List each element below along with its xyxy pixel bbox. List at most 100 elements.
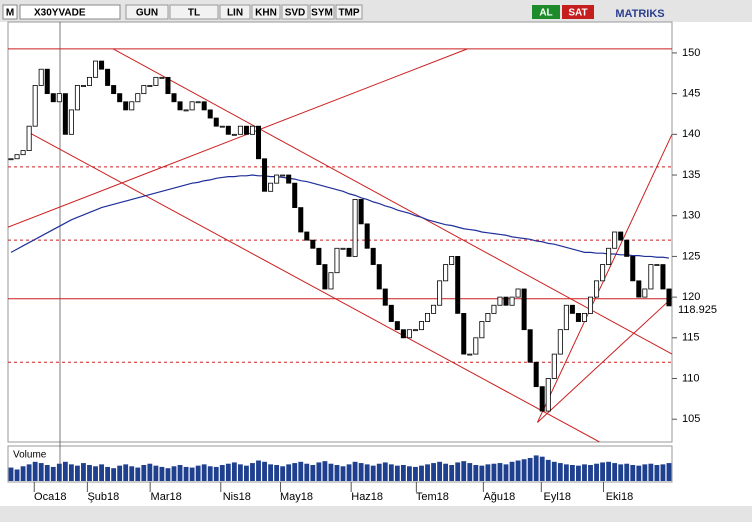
candle <box>183 109 189 112</box>
candle <box>503 296 509 306</box>
sell-button[interactable] <box>562 5 594 19</box>
volume-bar <box>292 463 298 481</box>
candle <box>201 101 207 111</box>
candle <box>509 296 515 306</box>
candle <box>370 247 376 265</box>
candle <box>624 239 630 257</box>
volume-bar <box>648 463 654 481</box>
toolbar-button-label[interactable]: TL <box>188 8 200 19</box>
toolbar-button[interactable] <box>281 4 309 20</box>
volume-bar <box>352 461 358 481</box>
volume-bar <box>491 463 497 481</box>
volume-bar <box>171 466 177 481</box>
candle <box>141 85 147 95</box>
toolbar-button[interactable] <box>125 4 169 20</box>
toolbar-button[interactable] <box>169 4 219 20</box>
volume-bar <box>382 462 388 481</box>
candle <box>20 150 26 156</box>
candle <box>99 60 105 70</box>
toolbar-button[interactable] <box>219 4 251 20</box>
candle <box>358 199 364 225</box>
toolbar-button[interactable] <box>309 4 335 20</box>
candle <box>551 353 557 379</box>
candle <box>606 247 612 265</box>
volume-bar <box>141 465 147 481</box>
candle <box>340 247 346 250</box>
candle <box>129 101 135 111</box>
buy-label[interactable]: AL <box>539 8 552 19</box>
candle <box>461 312 467 355</box>
volume-bar <box>298 461 304 481</box>
volume-bar <box>606 461 612 481</box>
candle <box>654 264 660 266</box>
volume-bar <box>509 461 515 481</box>
sell-label[interactable]: SAT <box>568 8 587 19</box>
volume-bar <box>38 463 44 481</box>
candle <box>38 68 44 86</box>
candle <box>473 337 479 355</box>
candle <box>8 158 14 161</box>
candle <box>412 329 418 332</box>
candle <box>618 231 624 241</box>
candle <box>189 101 195 111</box>
last-price-label: 118.925 <box>678 304 717 316</box>
candle <box>575 312 581 322</box>
toolbar-button-label[interactable]: SYM <box>311 8 333 19</box>
toolbar-button[interactable] <box>251 4 281 20</box>
x-tick-label: Eki18 <box>606 491 634 503</box>
volume-bar <box>159 466 165 481</box>
volume-bar <box>81 463 86 481</box>
candle <box>255 125 262 160</box>
candle <box>545 378 551 412</box>
volume-bar <box>244 465 249 481</box>
candle <box>406 329 412 339</box>
candle <box>394 321 400 331</box>
y-tick-label: 120 <box>682 291 700 303</box>
candle <box>304 231 310 241</box>
candle <box>479 321 485 339</box>
candle <box>105 68 111 86</box>
symbol-box[interactable] <box>19 4 121 20</box>
candle <box>328 272 334 290</box>
candle <box>80 85 86 87</box>
plot-frame <box>7 21 673 443</box>
volume-bar <box>467 463 473 481</box>
volume-bar <box>394 465 400 481</box>
candle <box>213 117 219 127</box>
volume-bar <box>117 465 123 481</box>
candle <box>26 125 32 152</box>
toolbar-button[interactable] <box>335 4 363 20</box>
buy-button[interactable] <box>532 5 560 19</box>
volume-bar <box>485 464 491 481</box>
volume-bar <box>407 466 412 481</box>
candle <box>563 304 569 331</box>
volume-bar <box>165 468 171 481</box>
volume-bar <box>539 456 545 481</box>
y-tick-label: 135 <box>682 169 700 181</box>
candle <box>322 264 328 290</box>
toolbar-button-label[interactable]: SVD <box>285 8 306 19</box>
candle <box>44 68 50 95</box>
x-tick-label: Mar18 <box>151 491 182 503</box>
volume-bar <box>177 465 183 481</box>
volume-bar <box>455 462 461 481</box>
toolbar-button-label[interactable]: LIN <box>227 8 243 19</box>
candle <box>195 101 201 104</box>
candle <box>207 109 213 119</box>
candle <box>249 125 255 135</box>
candle <box>527 329 533 363</box>
candle <box>286 174 292 184</box>
volume-bar <box>62 461 68 481</box>
y-tick-label: 140 <box>682 128 700 140</box>
symbol[interactable]: X30YVADE <box>34 8 86 19</box>
candle <box>268 182 274 192</box>
toolbar-button-label[interactable]: KHN <box>255 8 277 19</box>
volume-bar <box>14 469 20 481</box>
volume-bar <box>147 463 153 481</box>
y-tick-label: 125 <box>682 250 700 262</box>
toolbar-button-label[interactable]: GUN <box>136 8 158 19</box>
toolbar-button-label[interactable]: TMP <box>338 8 359 19</box>
volume-bar <box>618 464 624 481</box>
candle <box>50 93 56 103</box>
